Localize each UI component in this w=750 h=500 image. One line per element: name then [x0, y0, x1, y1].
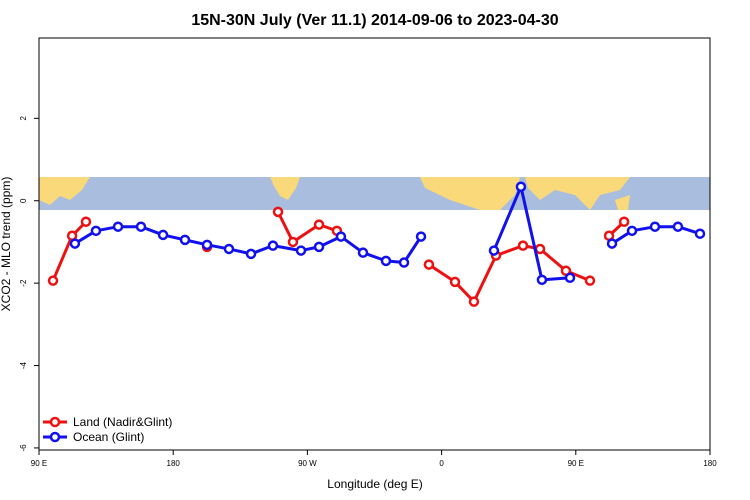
y-tick-label: 2: [19, 116, 28, 121]
data-point: [515, 181, 527, 192]
y-tick-label: 0: [19, 198, 28, 203]
data-point: [313, 219, 325, 230]
world-map-band: [39, 177, 710, 210]
data-point: [223, 243, 235, 255]
y-axis-label: XCO2 - MLO trend (ppm): [0, 177, 13, 312]
data-point: [157, 229, 169, 241]
data-point: [423, 259, 435, 270]
data-point: [398, 257, 410, 268]
data-point: [80, 216, 92, 228]
data-point: [517, 240, 529, 251]
legend-marker: [49, 416, 61, 428]
data-point: [295, 245, 307, 256]
plot-frame: [38, 37, 711, 451]
data-point: [201, 239, 213, 251]
data-point: [534, 243, 546, 255]
y-tick-label: -6: [19, 444, 28, 452]
x-tick-label: 90 E: [31, 459, 47, 468]
data-point: [449, 276, 461, 288]
x-tick-label: 180: [703, 459, 717, 468]
data-point: [47, 275, 59, 286]
legend-marker: [49, 431, 61, 443]
x-tick-label: 90 E: [568, 459, 584, 468]
x-tick-label: 180: [167, 459, 181, 468]
data-point: [179, 234, 191, 246]
data-point: [380, 255, 392, 267]
data-point: [135, 221, 147, 232]
data-point: [672, 221, 684, 232]
data-point: [564, 272, 576, 284]
x-tick-label: 0: [439, 459, 444, 468]
data-point: [606, 238, 618, 249]
data-point: [245, 248, 257, 260]
data-point: [694, 228, 706, 239]
data-point: [357, 247, 369, 258]
data-point: [69, 238, 81, 249]
chart-title: 15N-30N July (Ver 11.1) 2014-09-06 to 20…: [191, 12, 558, 29]
legend-label: Ocean (Glint): [73, 430, 144, 444]
data-point: [415, 231, 427, 242]
data-point: [649, 221, 661, 232]
y-tick-label: -2: [19, 279, 28, 287]
data-point: [112, 221, 124, 232]
y-tick-label: -4: [19, 361, 28, 369]
data-point: [313, 241, 325, 253]
data-point: [335, 231, 347, 242]
x-axis-label: Longitude (deg E): [327, 477, 422, 491]
data-point: [90, 225, 102, 237]
data-point: [287, 236, 299, 248]
data-point: [618, 216, 630, 228]
data-point: [267, 240, 279, 251]
data-point: [468, 296, 480, 307]
data-point: [536, 274, 548, 286]
legend-label: Land (Nadir&Glint): [73, 415, 172, 429]
x-tick-label: 90 W: [298, 459, 317, 468]
data-point: [626, 225, 638, 237]
data-point: [488, 245, 500, 256]
data-point: [584, 275, 596, 286]
data-point: [272, 206, 284, 218]
